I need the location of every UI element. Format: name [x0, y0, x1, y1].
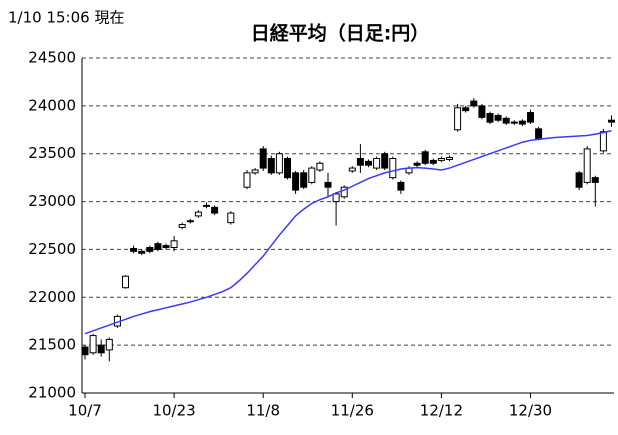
x-tick-label: 10/23	[152, 402, 195, 420]
y-tick-label: 21000	[28, 384, 76, 402]
candle-body	[462, 107, 470, 112]
y-tick-label: 21500	[28, 336, 76, 354]
candle-body	[300, 172, 308, 188]
candle-body	[146, 247, 154, 252]
candle-body	[413, 162, 421, 166]
y-tick-label: 23000	[28, 192, 76, 210]
candle-body	[518, 120, 526, 125]
x-tick-label: 12/30	[509, 402, 552, 420]
candle-body	[397, 181, 405, 191]
candle-body	[186, 220, 194, 223]
candle-body	[332, 193, 340, 203]
candle-body	[324, 181, 332, 188]
candle-body	[583, 148, 591, 183]
candle-body	[478, 105, 486, 118]
candle-body	[340, 186, 348, 198]
y-tick-label: 22000	[28, 288, 76, 306]
y-tick-label: 24000	[28, 96, 76, 114]
candle-body	[575, 172, 583, 188]
candle-body	[284, 158, 291, 179]
candle-body	[170, 240, 178, 249]
moving-average-line	[84, 130, 612, 335]
candle-body	[510, 121, 518, 124]
candle-body	[454, 107, 462, 131]
candle-body	[348, 167, 356, 172]
candle-body	[591, 177, 599, 183]
candle-body	[292, 172, 300, 191]
chart-title: 日経平均（日足:円）	[251, 22, 430, 45]
candle-body	[194, 211, 202, 217]
candle-body	[356, 158, 364, 166]
candle-body	[178, 224, 186, 228]
candle-body	[138, 250, 146, 254]
candle-body	[446, 157, 453, 160]
candle-body	[365, 160, 372, 166]
candle-body	[381, 153, 389, 169]
candle-body	[308, 167, 316, 183]
candle-body	[275, 153, 283, 174]
candle-body	[243, 172, 251, 188]
candle-body	[599, 131, 607, 152]
candle-body	[97, 344, 105, 354]
candle-body	[494, 114, 502, 121]
candle-body	[154, 243, 162, 250]
candle-body	[502, 117, 510, 124]
timestamp: 1/10 15:06 現在	[8, 9, 124, 27]
x-tick-label: 11/8	[246, 402, 280, 420]
candle-body	[437, 158, 445, 161]
candle-body	[267, 158, 275, 174]
candle-body	[211, 206, 219, 214]
candle-body	[81, 346, 89, 356]
candle-body	[316, 162, 324, 171]
candle-body	[259, 148, 267, 169]
candle-body	[527, 112, 534, 123]
candle-body	[535, 128, 543, 139]
candle-body	[470, 100, 478, 107]
candle-body	[203, 204, 210, 207]
candle-body	[421, 151, 429, 164]
candle-body	[162, 245, 170, 249]
candle-body	[389, 158, 397, 179]
candle-body	[608, 119, 615, 123]
candle-body	[429, 159, 437, 164]
x-tick-label: 12/12	[420, 402, 463, 420]
candle-body	[122, 275, 129, 289]
candle-body	[227, 212, 235, 224]
x-tick-label: 10/7	[68, 402, 102, 420]
x-tick-label: 11/26	[331, 402, 374, 420]
candle-body	[105, 338, 113, 351]
y-tick-label: 24500	[28, 49, 76, 67]
candle-body	[486, 113, 494, 123]
candle-body	[130, 247, 138, 252]
candle-body	[89, 335, 97, 354]
candle-body	[373, 158, 381, 169]
y-tick-label: 23500	[28, 144, 76, 162]
candle-body	[251, 169, 259, 174]
y-tick-label: 22500	[28, 240, 76, 258]
